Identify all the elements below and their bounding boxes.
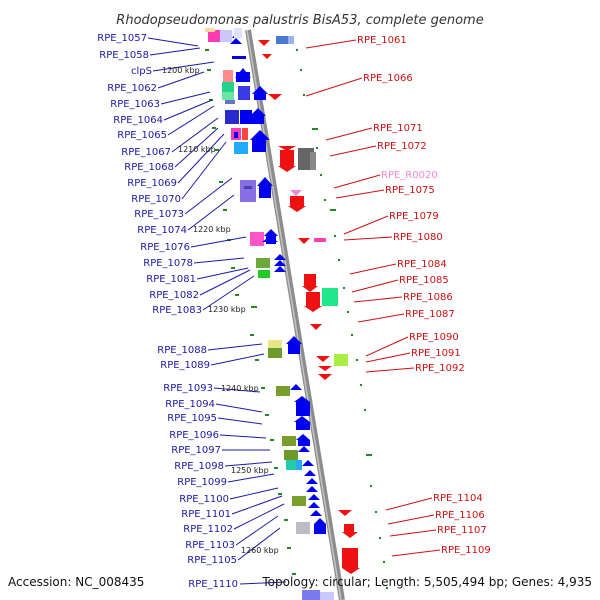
gene-label-left[interactable]: RPE_1093 [163, 383, 213, 394]
gene-label-left[interactable]: RPE_1089 [160, 360, 210, 371]
gene-label-left[interactable]: RPE_1096 [169, 430, 219, 441]
kbp-marker: 1200 kbp [162, 66, 200, 75]
gene-label-right[interactable]: RPE_1080 [393, 232, 443, 243]
gene-label-right[interactable]: RPE_1075 [385, 185, 435, 196]
gene-label-left[interactable]: RPE_1070 [131, 194, 181, 205]
gene-label-left[interactable]: RPE_1057 [97, 33, 147, 44]
gene-label-right[interactable]: RPE_1087 [405, 309, 455, 320]
gene-label-left[interactable]: RPE_1094 [165, 399, 215, 410]
gene-label-left[interactable]: RPE_1069 [127, 178, 177, 189]
gene-label-left[interactable]: RPE_1083 [152, 305, 202, 316]
gene-label-left[interactable]: RPE_1065 [117, 130, 167, 141]
gene-label-left[interactable]: RPE_1074 [137, 225, 187, 236]
gene-label-right[interactable]: RPE_1109 [441, 545, 491, 556]
gene-label-right[interactable]: RPE_1066 [363, 73, 413, 84]
map-title: Rhodopseudomonas palustris BisA53, compl… [116, 13, 483, 28]
gene-label-left[interactable]: RPE_1095 [167, 413, 217, 424]
gene-label-left[interactable]: RPE_1102 [183, 524, 233, 535]
kbp-marker: 1220 kbp [193, 225, 231, 234]
gene-label-left[interactable]: RPE_1062 [107, 83, 157, 94]
gene-label-left[interactable]: RPE_1063 [110, 99, 160, 110]
accession-text: Accession: NC_008435 [8, 575, 144, 589]
gene-label-right[interactable]: RPE_1079 [389, 211, 439, 222]
gene-label-left[interactable]: RPE_1067 [121, 147, 171, 158]
left-tick-track [205, 49, 296, 575]
gene-label-left[interactable]: RPE_1103 [185, 540, 235, 551]
left-leader-lines [147, 37, 287, 585]
gene-label-left[interactable]: RPE_1105 [187, 555, 237, 566]
right-leader-lines [305, 39, 441, 557]
right-gene-labels: RPE_1061 RPE_1066 RPE_1071 RPE_1072 RPE_… [357, 35, 491, 556]
topology-text: Topology: circular; Length: 5,505,494 bp… [261, 575, 592, 589]
gene-label-left[interactable]: RPE_1097 [171, 445, 221, 456]
gene-label-left[interactable]: RPE_1098 [174, 461, 224, 472]
gene-label-right[interactable]: RPE_1107 [437, 525, 487, 536]
gene-label-left[interactable]: RPE_1110 [188, 579, 238, 590]
kbp-marker: 1250 kbp [231, 466, 269, 475]
gene-label-right[interactable]: RPE_1084 [397, 259, 447, 270]
gene-label-left[interactable]: RPE_1073 [134, 209, 184, 220]
gene-label-left[interactable]: clpS [131, 66, 152, 77]
genome-backbone [245, 29, 345, 600]
gene-label-left[interactable]: RPE_1068 [124, 162, 174, 173]
gene-label-left[interactable]: RPE_1101 [181, 509, 231, 520]
gene-label-right[interactable]: RPE_1091 [411, 348, 461, 359]
kbp-marker: 1260 kbp [241, 546, 279, 555]
gene-label-right[interactable]: RPE_1106 [435, 510, 485, 521]
gene-label-right[interactable]: RPE_1072 [377, 141, 427, 152]
gene-label-left[interactable]: RPE_1064 [113, 115, 163, 126]
gene-label-right[interactable]: RPE_1071 [373, 123, 423, 134]
reverse-strand-genes [258, 36, 360, 574]
gene-label-left[interactable]: RPE_1078 [143, 258, 193, 269]
gene-label-right[interactable]: RPE_1085 [399, 275, 449, 286]
gene-label-right-rna[interactable]: RPE_R0020 [381, 170, 438, 181]
kbp-marker: 1210 kbp [178, 145, 216, 154]
gene-label-left[interactable]: RPE_1099 [177, 477, 227, 488]
left-gene-labels: RPE_1057 RPE_1058 clpS RPE_1062 RPE_1063… [97, 33, 238, 590]
gene-label-left[interactable]: RPE_1058 [99, 50, 149, 61]
gene-label-left[interactable]: RPE_1088 [157, 345, 207, 356]
gene-label-right[interactable]: RPE_1061 [357, 35, 407, 46]
gene-label-left[interactable]: RPE_1100 [179, 494, 229, 505]
forward-strand-genes [205, 28, 334, 600]
gene-label-left[interactable]: RPE_1082 [149, 290, 199, 301]
right-tick-track [296, 49, 388, 589]
gene-label-right[interactable]: RPE_1104 [433, 493, 483, 504]
gene-label-left[interactable]: RPE_1076 [140, 242, 190, 253]
kbp-marker: 1240 kbp [221, 384, 259, 393]
gene-label-left[interactable]: RPE_1081 [146, 274, 196, 285]
gene-label-right[interactable]: RPE_1092 [415, 363, 465, 374]
gene-label-right[interactable]: RPE_1090 [409, 332, 459, 343]
kbp-marker: 1230 kbp [208, 305, 246, 314]
kbp-markers: 1200 kbp 1210 kbp 1220 kbp 1230 kbp 1240… [162, 66, 279, 555]
gene-label-right[interactable]: RPE_1086 [403, 292, 453, 303]
